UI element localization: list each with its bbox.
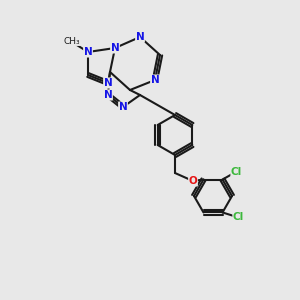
Text: N: N xyxy=(111,43,119,53)
Text: N: N xyxy=(103,78,112,88)
Text: N: N xyxy=(84,47,92,57)
Text: O: O xyxy=(189,176,197,186)
Text: N: N xyxy=(103,90,112,100)
Text: N: N xyxy=(118,102,127,112)
Text: Cl: Cl xyxy=(233,212,244,223)
Text: CH₃: CH₃ xyxy=(64,37,80,46)
Text: Cl: Cl xyxy=(231,167,242,176)
Text: N: N xyxy=(151,75,159,85)
Text: N: N xyxy=(136,32,144,42)
